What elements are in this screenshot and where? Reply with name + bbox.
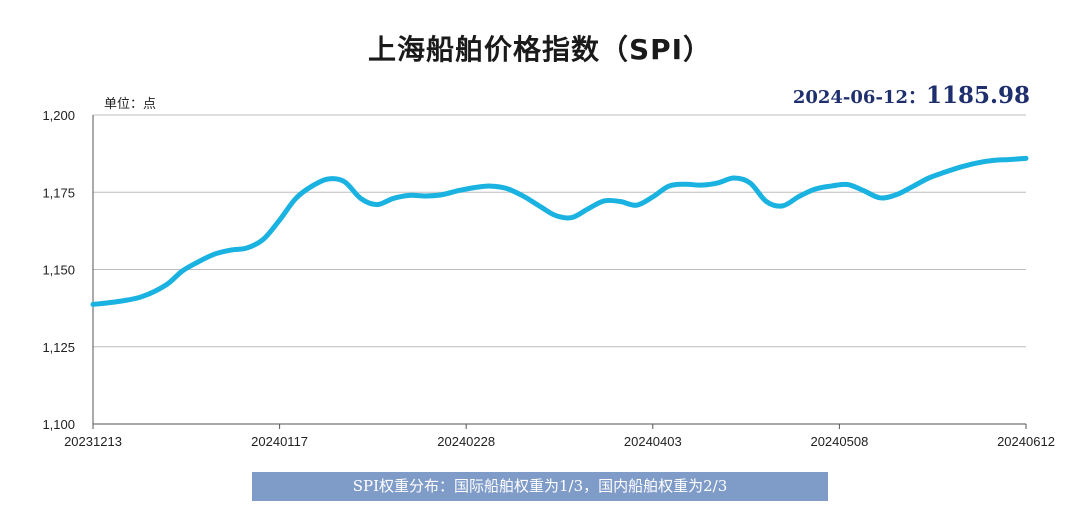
y-tick-label: 1,125 bbox=[42, 340, 75, 355]
x-tick-label: 20240403 bbox=[624, 434, 682, 449]
x-tick-label: 20240228 bbox=[437, 434, 495, 449]
spi-series-line bbox=[90, 155, 1029, 307]
x-tick-label: 20240508 bbox=[810, 434, 868, 449]
x-tick-label: 20240117 bbox=[251, 434, 308, 449]
y-tick-label: 1,100 bbox=[42, 417, 75, 432]
latest-date: 2024-06-12： bbox=[792, 87, 926, 108]
latest-index-value: 1185.98 bbox=[925, 82, 1030, 109]
chart-title: 上海船舶价格指数（SPI） bbox=[367, 33, 713, 66]
y-tick-label: 1,150 bbox=[42, 263, 75, 278]
x-tick-label: 20231213 bbox=[64, 434, 122, 449]
x-tick-label: 20240612 bbox=[997, 434, 1055, 449]
latest-value: 2024-06-12：1185.98 bbox=[793, 82, 1030, 109]
y-tick-label: 1,200 bbox=[42, 108, 75, 123]
unit-label: 单位：点 bbox=[104, 97, 157, 112]
y-tick-label: 1,175 bbox=[42, 185, 75, 200]
weight-footnote: SPI权重分布：国际船舶权重为1/3，国内船舶权重为2/3 bbox=[252, 472, 828, 501]
